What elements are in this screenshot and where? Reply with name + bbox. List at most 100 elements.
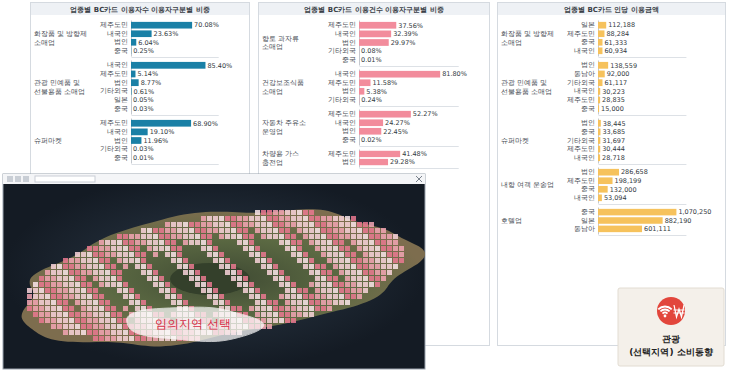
grid-cell	[189, 276, 194, 281]
grid-cell	[105, 276, 110, 281]
data-label: 19.10%	[150, 128, 175, 136]
grid-cell	[267, 216, 272, 221]
grid-cell	[99, 300, 104, 305]
grid-cell	[57, 282, 62, 287]
grid-cell	[339, 252, 344, 257]
grid-cell	[147, 270, 152, 275]
data-label: 24.27%	[385, 119, 410, 127]
grid-cell	[195, 282, 200, 287]
grid-cell	[273, 276, 278, 281]
grid-cell	[399, 246, 404, 251]
tick: 내국인	[107, 128, 128, 136]
grid-cell	[297, 210, 302, 215]
tick-label: 기타외국	[100, 145, 128, 153]
grid-cell	[315, 246, 320, 251]
grid-cell	[45, 282, 50, 287]
grid-cell	[159, 288, 164, 293]
grid-cell	[261, 234, 266, 239]
x-axis-line	[599, 57, 687, 58]
grid-cell	[69, 330, 74, 335]
grid-cell	[201, 216, 206, 221]
grid-cell	[255, 288, 260, 293]
badge-icon-won	[674, 305, 685, 317]
grid-cell	[123, 282, 128, 287]
grid-cell	[285, 216, 290, 221]
grid-cell	[75, 282, 80, 287]
badge: 관광(선택지역) 소비동향	[618, 288, 724, 366]
grid-cell	[267, 300, 272, 305]
grid-cell	[375, 276, 380, 281]
y-axis: 내국인제주도민법인기타외국일본중국	[100, 61, 132, 115]
grid-cell	[387, 240, 392, 245]
grid-cell	[87, 312, 92, 317]
grid-cell	[237, 306, 242, 311]
grid-cell	[111, 264, 116, 269]
grid-cell	[207, 234, 212, 239]
grid-cell	[345, 222, 350, 227]
data-label: 5.38%	[366, 88, 387, 96]
bar	[359, 159, 388, 165]
data-label: 0.03%	[133, 105, 154, 113]
bar	[131, 137, 141, 144]
bar	[598, 62, 608, 69]
x-axis-line	[599, 164, 687, 165]
grid-cell	[117, 234, 122, 239]
tick: 기타외국	[100, 87, 128, 95]
tick-label: 중국	[581, 128, 595, 136]
grid-cell	[321, 294, 326, 299]
tick: 내국인	[574, 194, 595, 202]
grid-cell	[231, 306, 236, 311]
grid-cell	[195, 240, 200, 245]
grid-cell	[339, 216, 344, 221]
data-label: 68.90%	[193, 120, 218, 128]
bar	[598, 30, 604, 37]
grid-cell	[333, 216, 338, 221]
grid-cell	[285, 288, 290, 293]
x-axis-line	[132, 164, 219, 165]
grid-cell	[45, 270, 50, 275]
grid-cell	[279, 222, 284, 227]
grid-cell	[345, 288, 350, 293]
tick: 일본	[581, 217, 595, 225]
data-label: 61,333	[604, 39, 627, 47]
grid-cell	[51, 312, 56, 317]
data-label: 8.77%	[141, 79, 162, 87]
grid-cell	[81, 252, 86, 257]
grid-cell	[249, 288, 254, 293]
grid-cell	[363, 258, 368, 263]
grid-cell	[345, 270, 350, 275]
tick-label: 제주도민	[567, 30, 595, 38]
grid-cell	[183, 240, 188, 245]
tick-label: 동남아	[574, 225, 595, 233]
grid-cell	[243, 234, 248, 239]
grid-cell	[75, 294, 80, 299]
grid-cell	[81, 282, 86, 287]
grid-cell	[285, 228, 290, 233]
grid-cell	[75, 330, 80, 335]
bar	[131, 22, 192, 29]
grid-cell	[147, 276, 152, 281]
grid-cell	[327, 288, 332, 293]
tick-label: 제주도민	[567, 96, 595, 104]
grid-cell	[81, 324, 86, 329]
grid-cell	[291, 210, 296, 215]
grid-cell	[81, 330, 86, 335]
grid-cell	[195, 228, 200, 233]
x-axis	[599, 235, 687, 236]
grid-cell	[135, 246, 140, 251]
x-axis	[132, 164, 219, 165]
tick: 제주도민	[328, 21, 356, 29]
grid-cell	[315, 270, 320, 275]
grid-cell	[261, 306, 266, 311]
grid-cell	[87, 270, 92, 275]
grid-cell	[249, 222, 254, 227]
grid-cell	[87, 258, 92, 263]
grid-cell	[309, 240, 314, 245]
grid-cell	[333, 300, 338, 305]
group-name-line: 화장품 및 방향제	[501, 30, 554, 38]
grid-cell	[369, 228, 374, 233]
grid-cell	[93, 258, 98, 263]
grid-cell	[225, 228, 230, 233]
grid-cell	[201, 276, 206, 281]
grid-cell	[99, 246, 104, 251]
